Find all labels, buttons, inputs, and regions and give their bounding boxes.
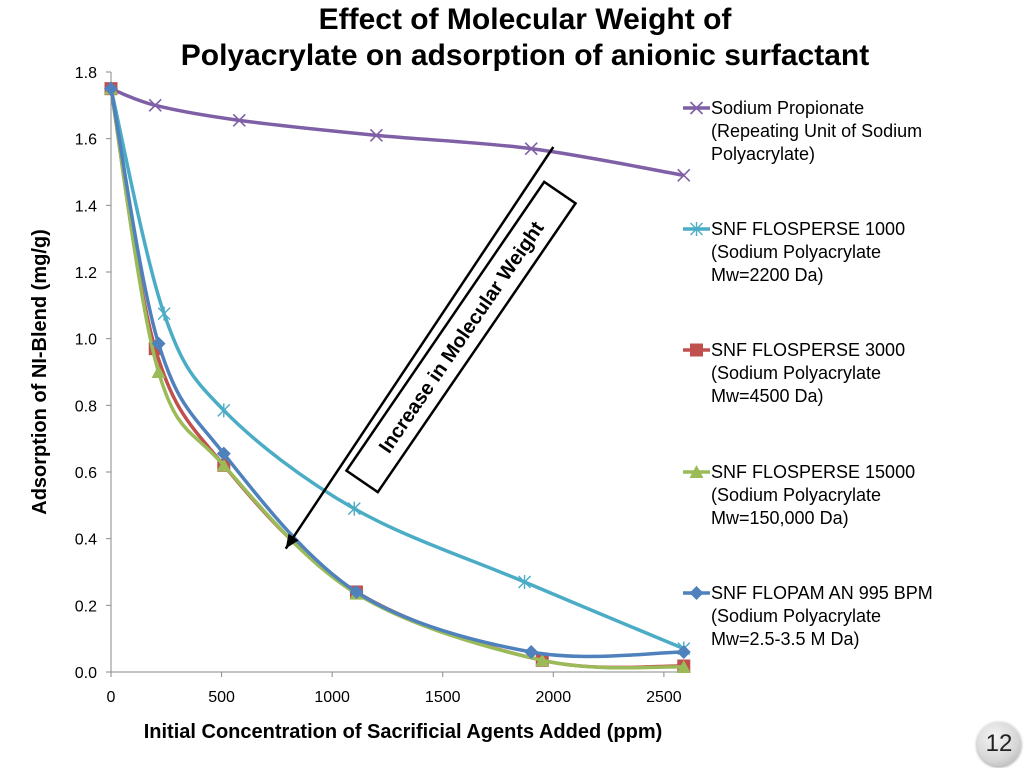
series-4: [104, 81, 691, 659]
chart-title-line-2: Polyacrylate on adsorption of anionic su…: [180, 39, 870, 72]
legend-label-line: Mw=150,000 Da): [711, 508, 849, 528]
series-0: [104, 82, 691, 182]
series-line: [109, 88, 685, 651]
annotation-layer: Increase in Molecular Weight: [284, 146, 578, 550]
legend-swatch-marker: [689, 101, 704, 115]
legend-label-line: Polyacrylate): [711, 144, 815, 164]
annotation-text: Increase in Molecular Weight: [375, 218, 549, 458]
data-point: [676, 660, 691, 673]
data-point: [349, 585, 364, 599]
legend-label-line: Mw=2200 Da): [711, 265, 824, 285]
legend-label-line: (Repeating Unit of Sodium: [711, 121, 922, 141]
legend-label-line: Sodium Propionate: [711, 98, 864, 118]
data-point: [347, 501, 361, 516]
legend-entry-4: SNF FLOPAM AN 995 BPM (Sodium Polyacrylat…: [683, 583, 933, 649]
y-axis-label: Adsorption of NI-Blend (mg/g): [29, 229, 51, 515]
series-1: [104, 81, 691, 656]
annotation-arrow-shaft: [284, 146, 555, 550]
legend-label-line: Mw=4500 Da): [711, 386, 824, 406]
data-point: [677, 168, 691, 182]
legend-label-line: (Sodium Polyacrylate: [711, 485, 881, 505]
legend-label-line: SNF FLOSPERSE 1000: [711, 219, 905, 239]
legend-entry-3: SNF FLOSPERSE 15000 (Sodium Polyacrylate M…: [683, 462, 915, 528]
series-3: [104, 81, 691, 673]
legend-label-line: (Sodium Polyacrylate: [711, 606, 881, 626]
page-number-badge: 12: [977, 722, 1021, 766]
y-tick-label: 0.8: [75, 398, 97, 415]
data-point: [232, 113, 246, 127]
legend-label-line: (Sodium Polyacrylate: [711, 242, 881, 262]
x-tick-label: 1000: [314, 689, 350, 706]
chart-title: Effect of Molecular Weight of Polyacryla…: [0, 2, 1024, 74]
legend-label-line: (Sodium Polyacrylate: [711, 363, 881, 383]
data-point: [524, 645, 539, 659]
data-point: [104, 81, 118, 96]
data-point: [216, 446, 231, 461]
y-tick-label: 1.6: [75, 132, 97, 149]
legend-label-line: Mw=2.5-3.5 M Da): [711, 629, 860, 649]
y-tick-label: 0.2: [75, 598, 97, 615]
chart-title-line-1: Effect of Molecular Weight of: [318, 3, 732, 36]
y-tick-label: 1.4: [75, 198, 97, 215]
legend-entry-1: SNF FLOSPERSE 1000 (Sodium Polyacrylate Mw…: [683, 219, 905, 285]
series-line: [109, 88, 684, 659]
series-layer: [104, 81, 691, 673]
legend-label-line: SNF FLOSPERSE 15000: [711, 462, 915, 482]
legend-entry-2: SNF FLOSPERSE 3000 (Sodium Polyacrylate Mw…: [683, 340, 905, 406]
data-point: [676, 645, 691, 659]
data-point: [157, 306, 171, 321]
data-point: [148, 98, 162, 112]
x-tick-label: 500: [208, 689, 235, 706]
data-point: [369, 128, 383, 142]
legend-swatch-marker: [690, 343, 703, 357]
data-point: [518, 575, 532, 589]
data-point: [524, 142, 538, 156]
y-tick-label: 1.8: [75, 65, 97, 82]
data-point: [217, 403, 231, 418]
page-number: 12: [985, 730, 1013, 757]
data-point: [535, 653, 550, 667]
legend-entry-0: Sodium Propionate (Repeating Unit of Sodi…: [683, 98, 922, 164]
legend-label-line: SNF FLOSPERSE 3000: [711, 340, 905, 360]
y-tick-label: 0.6: [75, 465, 97, 482]
data-point: [216, 458, 231, 472]
series-line: [110, 87, 685, 178]
x-tick-label: 2500: [646, 689, 682, 706]
y-tick-label: 1.0: [75, 332, 97, 349]
annotation-box-border: [344, 180, 578, 494]
data-point: [151, 365, 166, 378]
x-axis-label: Initial Concentration of Sacrificial Age…: [144, 721, 663, 743]
legend-swatch-marker: [690, 222, 703, 236]
annotation-box: Increase in Molecular Weight: [344, 180, 578, 494]
y-tick-label: 0.0: [75, 665, 97, 682]
y-tick-label: 0.4: [75, 532, 97, 549]
axes: 0.0 0.2 0.4 0.6 0.8 1.0 1.2 1.4 1.6 1.8 0 500 1000 15…: [75, 65, 686, 706]
legend-label-line: SNF FLOPAM AN 995 BPM: [711, 583, 933, 603]
x-tick-label: 2000: [536, 689, 572, 706]
data-point: [151, 336, 166, 351]
legend: Sodium Propionate (Repeating Unit of Sodi…: [683, 98, 933, 649]
x-tick-label: 0: [107, 689, 116, 706]
annotation-arrow-head: [285, 533, 299, 549]
legend-swatch-marker: [689, 586, 704, 600]
x-tick-label: 1500: [425, 689, 461, 706]
y-tick-label: 1.2: [75, 265, 97, 282]
legend-swatch-marker: [689, 465, 704, 478]
